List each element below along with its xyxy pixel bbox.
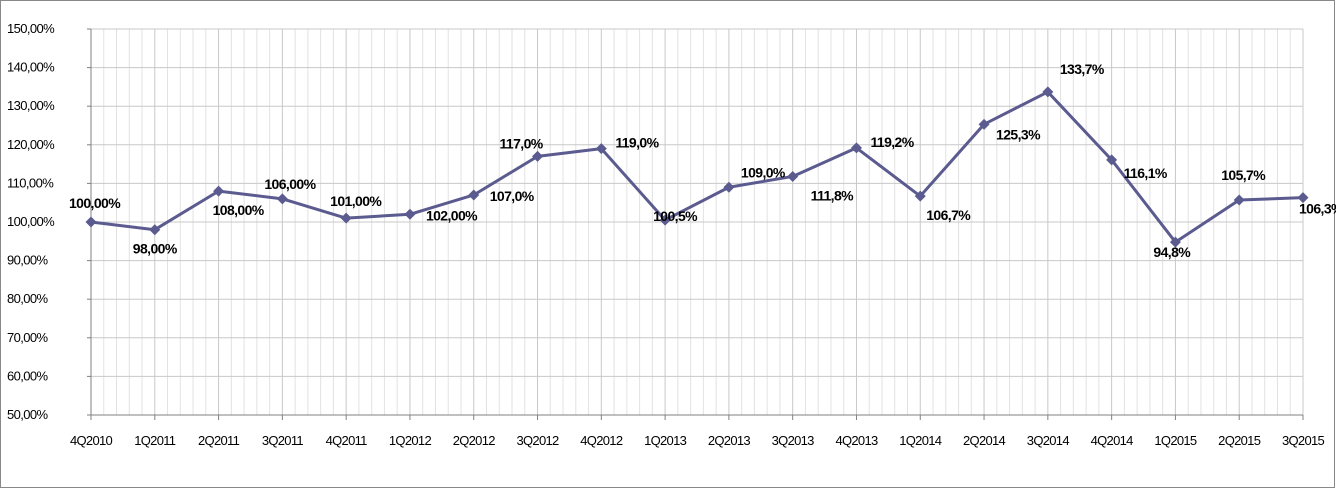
data-label: 106,3% bbox=[1299, 201, 1336, 217]
x-tick-label: 1Q2012 bbox=[389, 433, 432, 448]
data-label: 125,3% bbox=[996, 126, 1041, 142]
y-tick-label: 80,00% bbox=[7, 291, 49, 306]
data-point-marker bbox=[723, 181, 735, 193]
series-line bbox=[90, 90, 1304, 244]
x-tick-label: 4Q2012 bbox=[580, 433, 623, 448]
data-label: 133,7% bbox=[1060, 61, 1105, 77]
data-point-marker bbox=[213, 185, 225, 197]
data-point-marker bbox=[1042, 86, 1054, 98]
data-label: 102,00% bbox=[426, 207, 478, 223]
data-label: 105,7% bbox=[1221, 167, 1266, 183]
x-tick-label: 4Q2014 bbox=[1091, 433, 1134, 448]
data-label: 106,7% bbox=[926, 207, 971, 223]
data-point-marker bbox=[850, 142, 862, 154]
x-tick-label: 4Q2010 bbox=[70, 433, 113, 448]
data-label: 108,00% bbox=[213, 202, 265, 218]
x-tick-label: 1Q2011 bbox=[134, 433, 176, 448]
data-point-marker bbox=[85, 216, 97, 228]
y-tick-label: 100,00% bbox=[7, 214, 55, 229]
y-tick-label: 90,00% bbox=[7, 253, 49, 268]
data-point-marker bbox=[595, 143, 607, 155]
data-label: 100,5% bbox=[653, 208, 698, 224]
data-point-marker bbox=[1233, 194, 1245, 206]
data-label: 106,00% bbox=[264, 176, 316, 192]
data-point-marker bbox=[276, 193, 288, 205]
data-point-marker bbox=[1169, 236, 1181, 248]
x-tick-label: 4Q2011 bbox=[326, 433, 368, 448]
y-tick-label: 150,00% bbox=[7, 21, 55, 36]
data-point-marker bbox=[914, 190, 926, 202]
x-tick-label: 2Q2013 bbox=[708, 433, 751, 448]
data-label: 101,00% bbox=[330, 193, 382, 209]
data-label: 107,0% bbox=[490, 188, 535, 204]
y-tick-label: 120,00% bbox=[7, 137, 55, 152]
data-point-marker bbox=[468, 189, 480, 201]
data-label: 119,2% bbox=[870, 134, 914, 150]
x-tick-label: 3Q2012 bbox=[516, 433, 559, 448]
data-point-marker bbox=[978, 118, 990, 130]
y-tick-label: 60,00% bbox=[7, 368, 49, 383]
data-point-marker bbox=[787, 170, 799, 182]
data-label: 117,0% bbox=[500, 135, 544, 151]
y-tick-label: 50,00% bbox=[7, 407, 49, 422]
data-point-marker bbox=[659, 214, 671, 226]
x-tick-label: 2Q2011 bbox=[198, 433, 240, 448]
data-point-marker bbox=[532, 150, 544, 162]
x-tick-label: 2Q2015 bbox=[1218, 433, 1261, 448]
x-tick-label: 3Q2011 bbox=[262, 433, 304, 448]
x-tick-label: 2Q2014 bbox=[963, 433, 1006, 448]
data-label: 116,1% bbox=[1124, 165, 1168, 181]
x-tick-label: 3Q2015 bbox=[1282, 433, 1325, 448]
data-point-marker bbox=[340, 212, 352, 224]
y-tick-label: 110,00% bbox=[7, 175, 54, 190]
data-label: 98,00% bbox=[133, 241, 178, 257]
data-label: 111,8% bbox=[811, 187, 854, 203]
x-tick-label: 3Q2013 bbox=[772, 433, 815, 448]
x-tick-label: 1Q2015 bbox=[1154, 433, 1197, 448]
y-tick-label: 130,00% bbox=[7, 98, 55, 113]
data-point-marker bbox=[149, 224, 161, 236]
data-point-marker bbox=[404, 208, 416, 220]
data-label: 109,0% bbox=[741, 164, 786, 180]
x-tick-label: 3Q2014 bbox=[1027, 433, 1070, 448]
data-label: 119,0% bbox=[615, 135, 659, 151]
data-point-marker bbox=[1297, 192, 1309, 204]
data-label: 100,00% bbox=[69, 195, 121, 211]
x-tick-label: 1Q2014 bbox=[899, 433, 942, 448]
data-point-marker bbox=[1106, 154, 1118, 166]
x-tick-label: 2Q2012 bbox=[453, 433, 496, 448]
y-tick-label: 70,00% bbox=[7, 330, 49, 345]
x-tick-label: 1Q2013 bbox=[644, 433, 687, 448]
y-tick-label: 140,00% bbox=[7, 60, 55, 75]
x-tick-label: 4Q2013 bbox=[835, 433, 878, 448]
data-label: 94,8% bbox=[1153, 244, 1191, 260]
